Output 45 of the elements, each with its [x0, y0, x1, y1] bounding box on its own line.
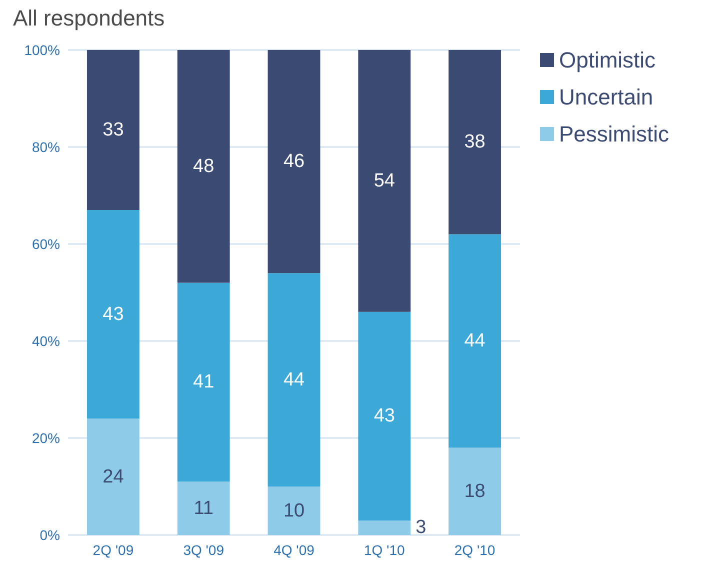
data-label: 33 — [102, 120, 124, 141]
data-label: 43 — [102, 304, 124, 325]
data-label: 3 — [416, 517, 426, 538]
data-label: 18 — [464, 480, 486, 502]
x-tick-label: 3Q '09 — [183, 542, 224, 558]
x-tick-label: 2Q '09 — [92, 542, 134, 558]
data-label: 41 — [193, 372, 214, 393]
legend-label: Uncertain — [559, 84, 654, 110]
data-label: 44 — [464, 330, 486, 352]
bar — [358, 520, 411, 535]
x-tick-label: 4Q '09 — [274, 542, 315, 558]
data-label: 54 — [374, 170, 396, 192]
bar — [268, 273, 320, 486]
legend-label: Optimistic — [559, 48, 656, 72]
y-tick-label: 80% — [32, 139, 60, 155]
y-tick-label: 0% — [40, 527, 60, 543]
x-tick-label: 2Q '10 — [454, 542, 496, 558]
y-tick-label: 60% — [32, 236, 60, 252]
bar — [268, 50, 320, 274]
data-label: 44 — [283, 369, 305, 390]
data-label: 10 — [283, 500, 305, 522]
y-tick-label: 20% — [32, 430, 60, 446]
bar — [448, 234, 502, 448]
data-label: 11 — [194, 498, 214, 519]
data-label: 46 — [283, 151, 305, 172]
legend-label: Pessimistic — [559, 122, 670, 146]
bar — [177, 282, 230, 482]
bar — [448, 50, 502, 234]
x-tick-label: 1Q '10 — [364, 542, 406, 558]
bar — [86, 210, 140, 419]
bar — [86, 50, 140, 210]
bar — [177, 482, 230, 535]
y-tick-label: 100% — [24, 42, 60, 58]
bar — [358, 312, 411, 520]
data-label: 43 — [374, 406, 395, 427]
bar — [358, 50, 411, 312]
bar — [177, 50, 230, 283]
chart-title: All respondents — [13, 6, 165, 30]
data-label: 24 — [102, 466, 124, 488]
y-tick-label: 40% — [32, 333, 60, 349]
bar — [268, 486, 320, 535]
bar — [448, 448, 502, 535]
data-label: 38 — [464, 132, 486, 153]
bar — [86, 418, 140, 535]
data-label: 48 — [193, 156, 214, 177]
